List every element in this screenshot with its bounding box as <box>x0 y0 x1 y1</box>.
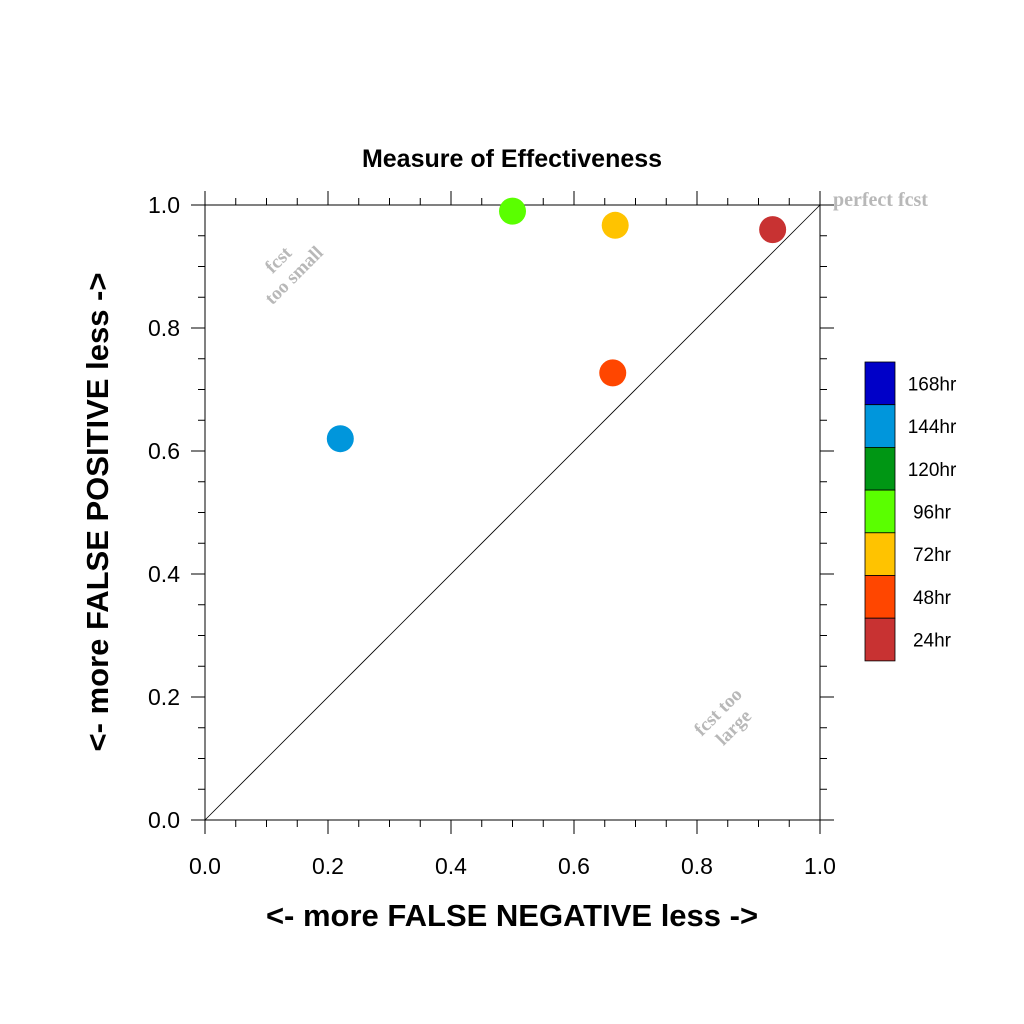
legend-label-48hr: 48hr <box>913 588 952 609</box>
diagonal-reference-line <box>204 204 821 821</box>
y-tick-label: 0.0 <box>148 807 180 833</box>
legend-swatch-72hr <box>864 532 896 576</box>
legend-swatch-168hr <box>864 361 896 406</box>
y-axis-label: <- more FALSE POSITIVE less -> <box>80 273 115 752</box>
plot-area: 0.0 0.2 0.4 0.6 0.8 1.0 0.0 0.2 0.4 0.6 0.8 1.0 perf… <box>148 189 928 879</box>
legend-label-168hr: 168hr <box>908 374 957 395</box>
annotation-perfect-fcst: perfect fcst <box>833 189 928 211</box>
legend-swatch-96hr <box>864 489 896 534</box>
y-tick-label: 0.6 <box>148 438 180 464</box>
x-tick-label: 0.2 <box>312 853 344 879</box>
legend-label-96hr: 96hr <box>913 502 952 523</box>
legend-label-120hr: 120hr <box>908 460 957 481</box>
y-tick-label: 0.4 <box>148 561 180 587</box>
legend-swatch-48hr <box>864 575 896 619</box>
data-point-96hr <box>499 197 526 225</box>
legend-swatch-24hr <box>864 617 896 662</box>
legend-swatch-144hr <box>864 404 896 448</box>
tick-marks <box>191 191 834 834</box>
y-tick-label: 1.0 <box>148 192 180 218</box>
data-point-72hr <box>601 211 629 239</box>
x-axis-label: <- more FALSE NEGATIVE less -> <box>266 898 758 933</box>
legend-label-144hr: 144hr <box>908 417 957 438</box>
data-point-48hr <box>599 359 627 387</box>
y-tick-label: 0.8 <box>148 315 180 341</box>
x-tick-label: 0.6 <box>558 853 590 879</box>
legend: 168hr 144hr 120hr 96hr 72hr 48hr 24hr <box>864 361 957 662</box>
y-tick-label: 0.2 <box>148 684 180 710</box>
x-tick-label: 0.8 <box>681 853 713 879</box>
data-point-24hr <box>759 216 787 244</box>
data-point-144hr <box>326 425 354 453</box>
legend-label-24hr: 24hr <box>913 631 952 652</box>
x-tick-label: 0.0 <box>189 853 221 879</box>
x-tick-label: 1.0 <box>804 853 836 879</box>
data-points <box>326 197 787 453</box>
legend-swatch-120hr <box>864 446 896 491</box>
x-tick-label: 0.4 <box>435 853 467 879</box>
legend-label-72hr: 72hr <box>913 545 952 566</box>
chart-title: Measure of Effectiveness <box>362 145 662 173</box>
